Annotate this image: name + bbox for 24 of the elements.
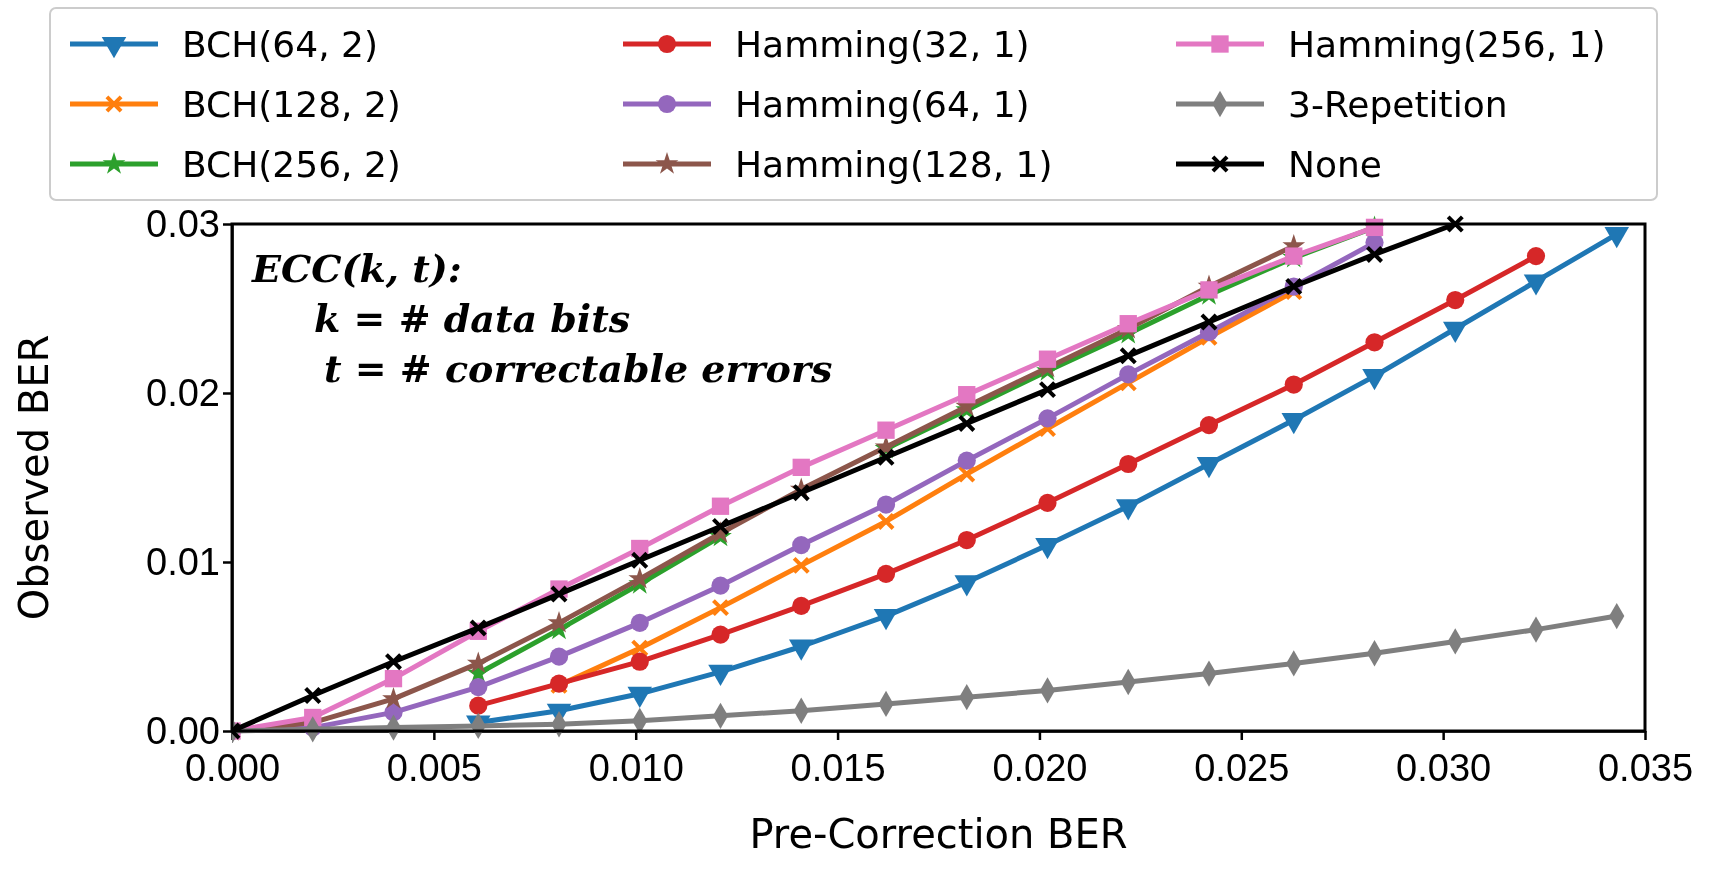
y-tick-label: 0.01 bbox=[146, 540, 220, 583]
annotation: ECC(k, t): bbox=[251, 246, 462, 291]
x-tick-label: 0.005 bbox=[386, 747, 482, 789]
legend-label: BCH(256, 2) bbox=[182, 144, 401, 185]
x-tick-label: 0.035 bbox=[1597, 747, 1694, 789]
legend-label: Hamming(256, 1) bbox=[1288, 24, 1606, 65]
x-tick-label: 0.025 bbox=[1194, 747, 1290, 789]
legend-label: Hamming(128, 1) bbox=[735, 144, 1053, 185]
x-tick-label: 0.030 bbox=[1396, 747, 1492, 789]
legend-label: BCH(128, 2) bbox=[182, 84, 401, 125]
x-tick-label: 0.010 bbox=[588, 747, 684, 789]
y-tick-label: 0.02 bbox=[146, 371, 220, 414]
annotation: k = # data bits bbox=[314, 296, 631, 341]
legend-label: 3-Repetition bbox=[1288, 84, 1508, 125]
y-axis-title: Observed BER bbox=[11, 334, 57, 621]
x-tick-label: 0.020 bbox=[992, 747, 1088, 789]
y-tick-label: 0.03 bbox=[146, 202, 220, 245]
legend-label: BCH(64, 2) bbox=[182, 24, 378, 65]
legend-label: Hamming(32, 1) bbox=[735, 24, 1030, 65]
legend-label: Hamming(64, 1) bbox=[735, 84, 1030, 125]
legend-label: None bbox=[1288, 144, 1382, 185]
x-tick-label: 0.015 bbox=[790, 747, 886, 789]
annotation: t = # correctable errors bbox=[324, 346, 833, 391]
x-axis-title: Pre-Correction BER bbox=[749, 811, 1128, 857]
